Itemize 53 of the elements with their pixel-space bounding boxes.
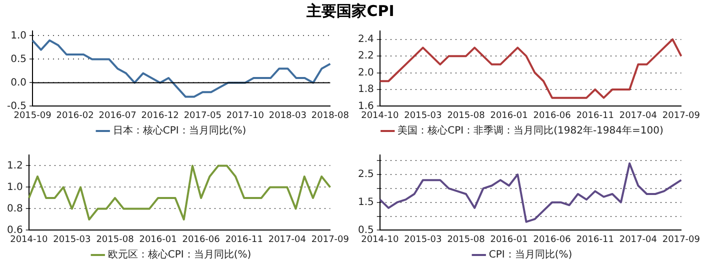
x-tick-label: 2014-10 bbox=[361, 234, 399, 245]
chart-title: 主要国家CPI bbox=[306, 1, 396, 22]
x-tick-label: 2016-06 bbox=[533, 234, 572, 245]
legend-label: 欧元区：核心CPI：当月同比(%) bbox=[108, 248, 252, 261]
x-tick-label: 2016-06 bbox=[533, 110, 572, 121]
x-tick-label: 2015-03 bbox=[53, 234, 91, 245]
x-tick-label: 2015-08 bbox=[96, 234, 134, 245]
x-tick-label: 2016-02 bbox=[56, 110, 94, 121]
y-tick-label: -0.5 bbox=[6, 100, 27, 112]
x-tick-label: 2017-04 bbox=[619, 110, 658, 121]
y-tick-label: 2.5 bbox=[358, 169, 374, 180]
x-tick-label: 2016-11 bbox=[225, 234, 263, 245]
legend-label: CPI：当月同比(%) bbox=[488, 248, 572, 261]
x-tick-label: 2017-04 bbox=[268, 234, 306, 245]
x-tick-label: 2017-10 bbox=[226, 110, 264, 121]
y-tick-label: 2.2 bbox=[358, 50, 374, 62]
x-tick-label: 2017-09 bbox=[662, 110, 700, 121]
x-tick-label: 2016-06 bbox=[182, 234, 220, 245]
x-tick-label: 2016-07 bbox=[98, 110, 136, 121]
x-tick-label: 2017-09 bbox=[311, 234, 350, 245]
x-tick-label: 2015-08 bbox=[447, 234, 486, 245]
x-tick-label: 2017-04 bbox=[619, 234, 658, 245]
legend-label: 日本：核心CPI：当月同比(%) bbox=[112, 124, 246, 137]
y-tick-label: 1.6 bbox=[358, 100, 374, 112]
x-tick-label: 2016-12 bbox=[141, 110, 179, 121]
x-tick-label: 2015-08 bbox=[447, 110, 486, 121]
y-tick-label: 0.5 bbox=[358, 224, 374, 236]
y-tick-label: 1.2 bbox=[6, 160, 23, 172]
x-tick-label: 2016-11 bbox=[576, 110, 614, 121]
y-tick-label: 0.5 bbox=[10, 54, 27, 65]
y-tick-label: 0.6 bbox=[6, 224, 23, 236]
x-tick-label: 2018-08 bbox=[311, 110, 350, 121]
x-tick-label: 2015-03 bbox=[404, 234, 442, 245]
x-tick-label: 2016-01 bbox=[139, 234, 177, 245]
x-tick-label: 2016-11 bbox=[576, 234, 614, 245]
y-tick-label: 1.8 bbox=[358, 84, 374, 96]
y-tick-label: 1.0 bbox=[6, 182, 23, 193]
x-tick-label: 2017-05 bbox=[184, 110, 222, 121]
x-tick-label: 2015-09 bbox=[14, 110, 52, 121]
y-tick-label: 0.0 bbox=[10, 77, 27, 88]
x-tick-label: 2018-03 bbox=[268, 110, 306, 121]
x-tick-label: 2017-09 bbox=[662, 234, 700, 245]
y-tick-label: 2.4 bbox=[358, 34, 374, 45]
y-tick-label: 2.0 bbox=[358, 67, 374, 78]
x-tick-label: 2016-01 bbox=[490, 234, 528, 245]
x-tick-label: 2015-03 bbox=[404, 110, 442, 121]
y-tick-label: 1.5 bbox=[358, 196, 374, 208]
y-tick-label: 1.0 bbox=[10, 30, 27, 42]
x-tick-label: 2016-01 bbox=[490, 110, 528, 121]
y-tick-label: 0.8 bbox=[6, 203, 23, 214]
x-tick-label: 2014-10 bbox=[10, 234, 48, 245]
x-tick-label: 2014-10 bbox=[361, 110, 399, 121]
legend-label: 美国：核心CPI：非季调：当月同比(1982年-1984年=100) bbox=[398, 124, 664, 137]
